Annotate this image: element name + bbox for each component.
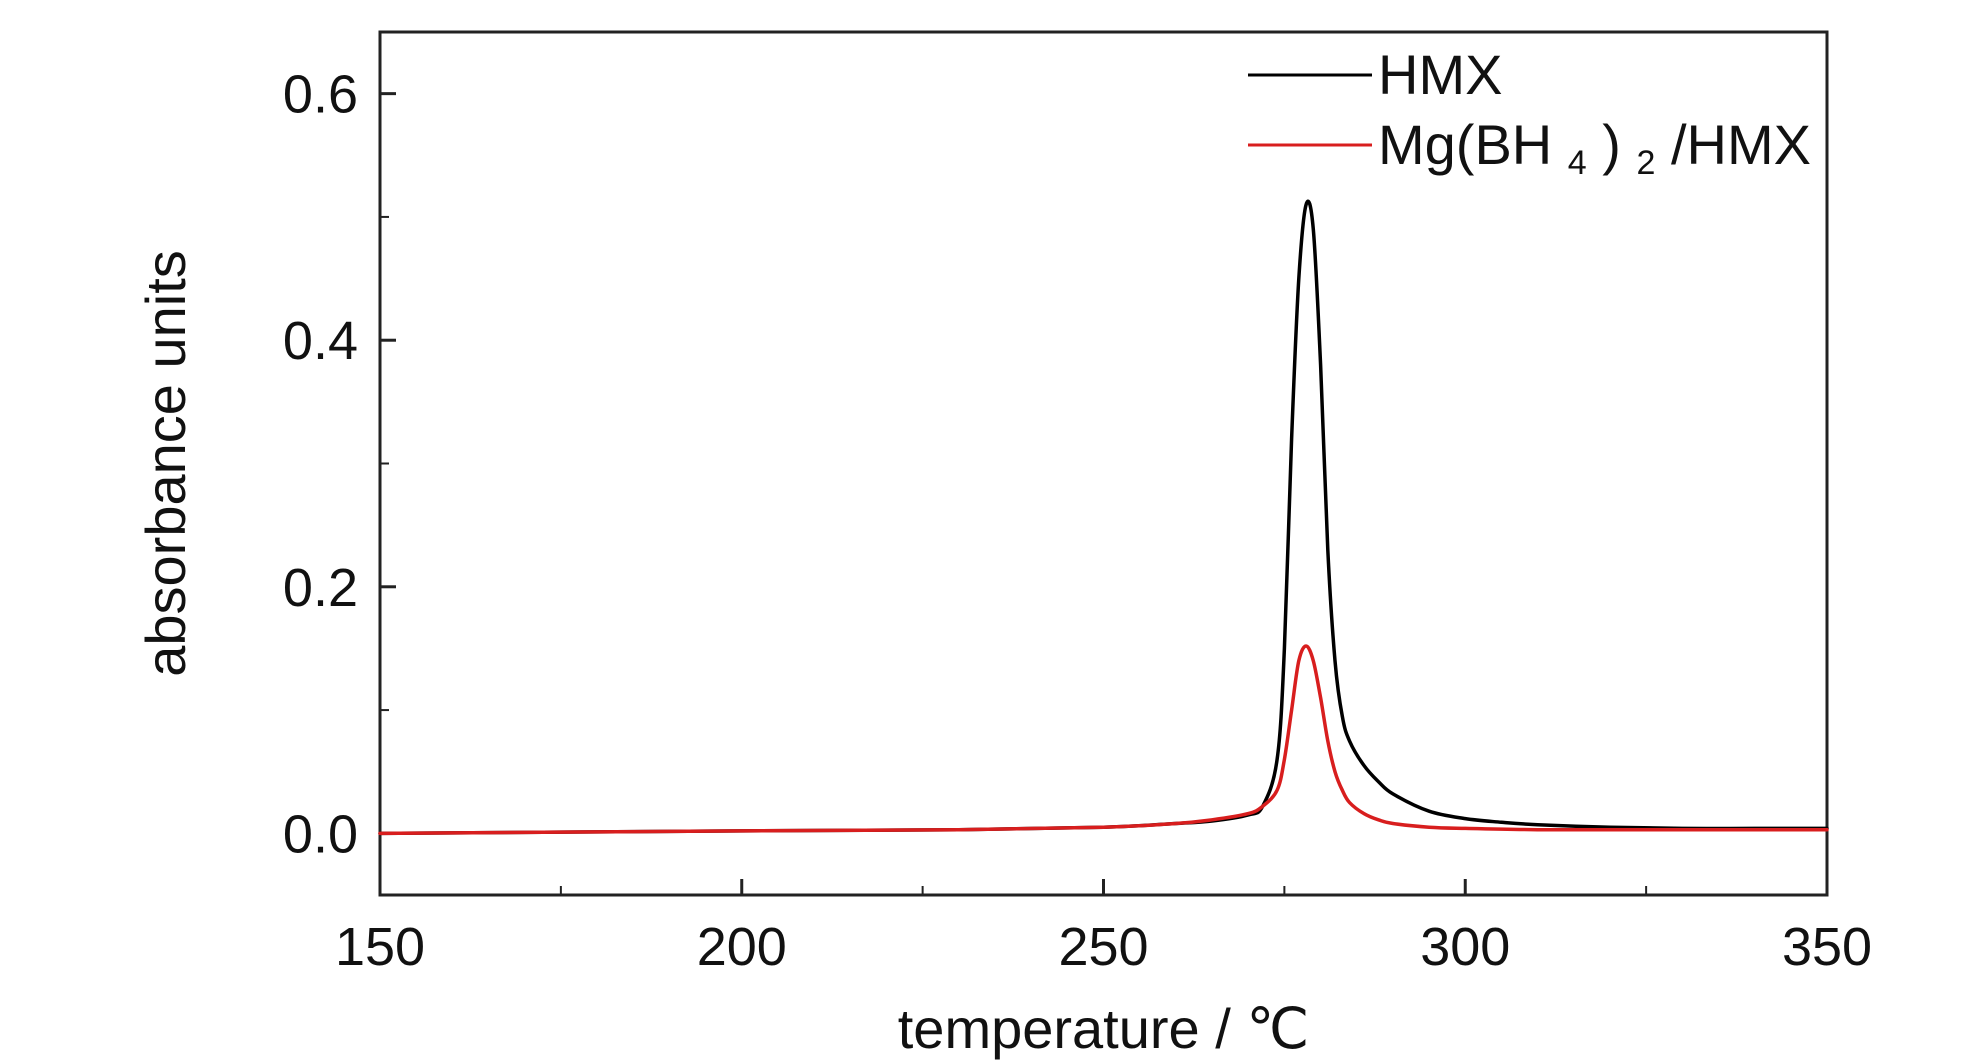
- legend-label-part-1: Mg(BH: [1378, 113, 1552, 176]
- y-axis: 0.0 0.2 0.4 0.6: [283, 65, 396, 864]
- series-line-hmx: [378, 199, 1829, 836]
- x-axis-label: temperature / ℃: [898, 997, 1310, 1060]
- series-line-mg-bh4-2-hmx: [378, 644, 1829, 836]
- legend-subscript-4: 4: [1568, 144, 1587, 182]
- legend-subscript-2: 2: [1637, 144, 1656, 182]
- legend-label-mg-bh4-2-hmx: Mg(BH 4 ) 2 /HMX: [1378, 113, 1811, 186]
- legend-label-part-3: /HMX: [1671, 113, 1811, 176]
- x-tick-label: 350: [1782, 917, 1872, 977]
- x-tick-label: 150: [335, 917, 425, 977]
- x-tick-label: 250: [1058, 917, 1148, 977]
- legend-label-part-2: ): [1602, 113, 1621, 176]
- y-tick-label: 0.6: [283, 65, 358, 125]
- x-axis: 150 200 250 300 350: [335, 879, 1872, 977]
- legend-label-hmx: HMX: [1378, 43, 1502, 106]
- x-tick-label: 200: [697, 917, 787, 977]
- y-axis-label: absorbance units: [134, 250, 197, 677]
- legend: HMX Mg(BH 4 ) 2 /HMX: [1248, 43, 1811, 186]
- series-layer: [378, 199, 1829, 836]
- x-tick-label: 300: [1420, 917, 1510, 977]
- y-tick-label: 0.0: [283, 804, 358, 864]
- y-tick-label: 0.4: [283, 311, 358, 371]
- y-tick-label: 0.2: [283, 558, 358, 618]
